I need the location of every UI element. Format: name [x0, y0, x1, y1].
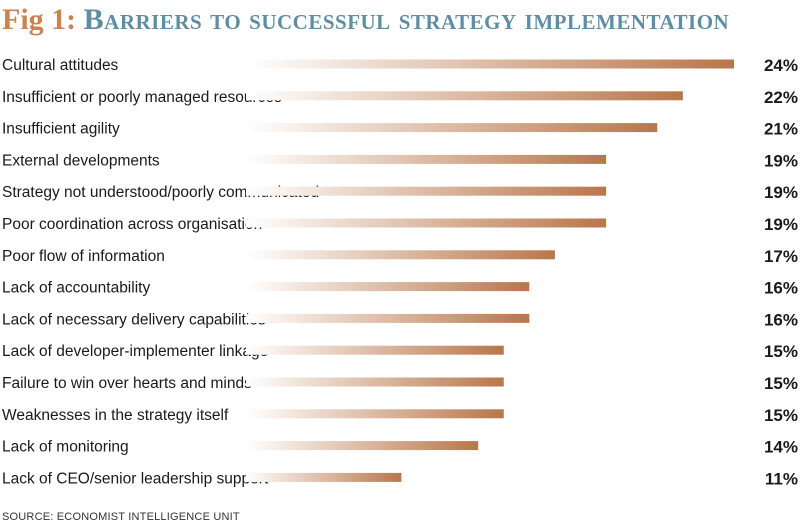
category-label: Lack of CEO/senior leadership support	[2, 470, 269, 487]
bar	[246, 472, 402, 482]
category-label: Lack of accountability	[2, 280, 150, 297]
value-label: 15%	[764, 342, 798, 361]
value-label: 14%	[764, 438, 798, 457]
bar	[246, 377, 504, 387]
value-label: 22%	[764, 88, 798, 107]
bars-group: Cultural attitudes 24% Insufficient or poo…	[2, 56, 798, 488]
category-label: Strategy not understood/poorly communica…	[2, 184, 319, 201]
value-label: 19%	[764, 215, 798, 234]
bar	[246, 282, 530, 292]
bar	[246, 250, 555, 260]
category-label: Lack of monitoring	[2, 439, 129, 456]
category-label: Insufficient agility	[2, 121, 120, 138]
category-label: Poor coordination across organisation	[2, 216, 262, 233]
value-label: 21%	[764, 120, 798, 139]
source-note: SOURCE: ECONOMIST INTELLIGENCE UNIT	[2, 511, 240, 523]
chart-title-prefix: Fig 1:	[2, 3, 77, 36]
value-label: 15%	[764, 374, 798, 393]
bar	[246, 91, 683, 101]
bar	[246, 409, 504, 419]
value-label: 19%	[764, 183, 798, 202]
category-label: External developments	[2, 152, 160, 169]
value-label: 11%	[765, 469, 798, 488]
value-label: 19%	[764, 151, 798, 170]
bar	[246, 441, 479, 451]
category-label: Cultural attitudes	[2, 57, 119, 74]
bar	[246, 345, 504, 355]
bar	[246, 218, 607, 228]
category-label: Weaknesses in the strategy itself	[2, 407, 229, 424]
bar	[246, 123, 658, 133]
bar	[246, 186, 607, 196]
bar	[246, 59, 734, 69]
chart-title-main: Barriers to successful strategy implemen…	[83, 3, 730, 36]
category-label: Lack of necessary delivery capabilities	[2, 311, 266, 328]
bar	[246, 154, 607, 164]
value-label: 16%	[764, 310, 798, 329]
value-label: 17%	[764, 247, 798, 266]
value-label: 15%	[764, 406, 798, 425]
category-label: Failure to win over hearts and minds	[2, 375, 252, 392]
chart-title: Fig 1: Barriers to successful strategy i…	[2, 2, 798, 38]
value-label: 16%	[764, 279, 798, 298]
bar	[246, 313, 530, 323]
category-label: Poor flow of information	[2, 248, 165, 265]
category-label: Lack of developer-implementer linkage	[2, 343, 268, 360]
category-label: Insufficient or poorly managed resources	[2, 89, 282, 106]
value-label: 24%	[764, 56, 798, 75]
